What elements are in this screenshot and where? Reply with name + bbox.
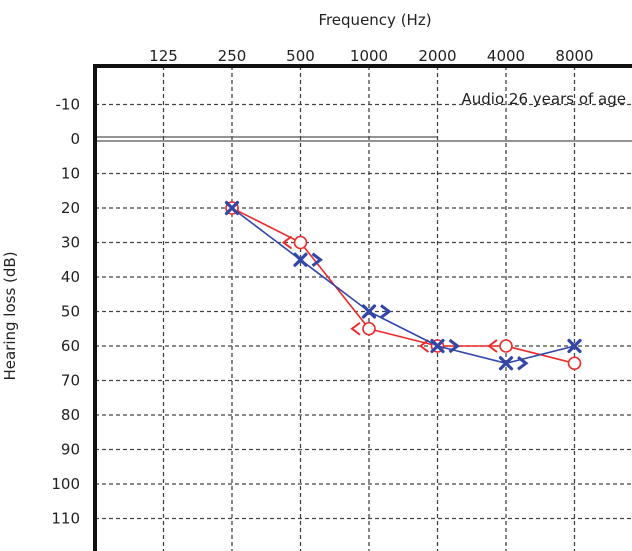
- x-tick-label: 250: [218, 47, 247, 65]
- x-tick-label: 2000: [418, 47, 456, 65]
- tick-labels: 125 250 500 1000 2000 4000 8000 -10 0 10 20 30 40 50 6…: [51, 47, 593, 528]
- plot-frame: [93, 64, 632, 551]
- chart-annotation: Audio 26 years of age: [462, 90, 626, 108]
- grid: [95, 66, 632, 551]
- bone-marker-left: [487, 339, 498, 353]
- series-line: [231, 207, 575, 365]
- bone-marker-right: [517, 356, 529, 371]
- y-tick-label: 60: [61, 337, 80, 355]
- y-tick-label: 10: [61, 165, 80, 183]
- air-marker-circle: [567, 356, 582, 371]
- bone-marker-right: [380, 304, 392, 319]
- y-tick-label: 70: [61, 372, 80, 390]
- air-marker-x: [498, 356, 514, 371]
- bone-marker-left: [350, 321, 361, 336]
- series-0: [225, 201, 582, 371]
- x-tick-label: 500: [286, 47, 315, 65]
- bone-marker-left: [418, 339, 430, 353]
- x-tick-label: 125: [149, 47, 178, 65]
- series-group: [224, 200, 582, 371]
- x-tick-label: 8000: [555, 47, 593, 65]
- y-tick-label: 30: [61, 234, 80, 252]
- y-tick-label: 100: [51, 475, 80, 493]
- y-tick-label: 90: [61, 441, 80, 459]
- series-line: [231, 207, 575, 365]
- bone-marker-right: [448, 338, 460, 354]
- y-tick-label: 40: [61, 268, 80, 286]
- x-tick-label: 1000: [350, 47, 388, 65]
- y-axis-label: Hearing loss (dB): [1, 251, 19, 380]
- y-tick-label: 20: [61, 199, 80, 217]
- air-marker-x: [224, 200, 240, 216]
- air-marker-x: [293, 252, 308, 267]
- y-tick-label: 80: [61, 406, 80, 424]
- air-marker-circle: [293, 235, 308, 250]
- air-marker-x: [567, 338, 582, 354]
- x-axis-label: Frequency (Hz): [318, 11, 431, 29]
- y-tick-label: 50: [61, 303, 80, 321]
- y-tick-label: -10: [56, 96, 81, 114]
- x-tick-label: 4000: [487, 47, 525, 65]
- air-marker-circle: [499, 339, 513, 353]
- air-marker-circle: [362, 321, 376, 336]
- bone-marker-left: [281, 235, 293, 250]
- air-marker-x: [430, 338, 445, 354]
- air-marker-x: [361, 304, 377, 319]
- series-1: [224, 200, 582, 371]
- y-tick-label: 0: [70, 130, 80, 148]
- y-tick-label: 110: [51, 510, 80, 528]
- bone-marker-right: [311, 252, 323, 267]
